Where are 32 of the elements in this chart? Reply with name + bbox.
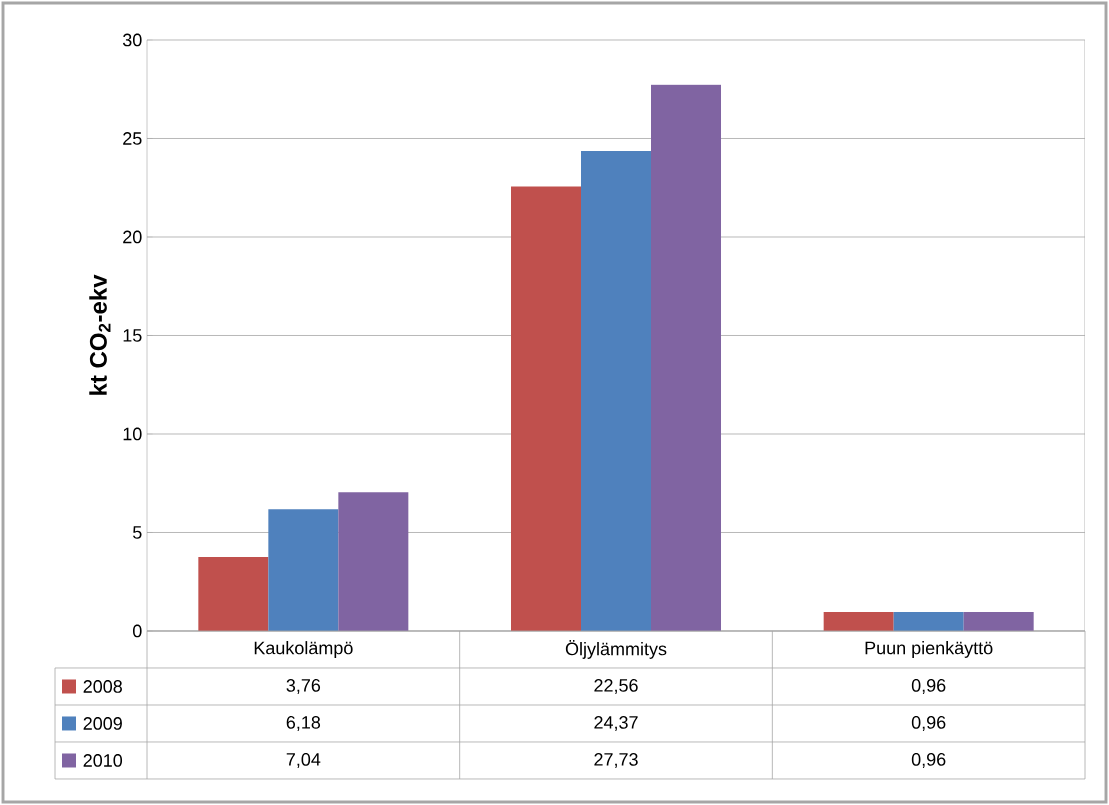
y-tick-label: 15 — [123, 329, 142, 342]
y-axis-title: kt CO$_{2}$-ekv — [89, 274, 111, 395]
data-label: 0,96 — [911, 679, 946, 694]
y-tick-label: 0 — [133, 624, 142, 638]
data-label: 27,73 — [594, 753, 638, 768]
legend-label: 2008 — [83, 680, 122, 693]
bar — [651, 84, 722, 631]
data-label: 0,96 — [911, 716, 946, 731]
y-tick-label: 10 — [123, 427, 142, 441]
data-label: 22,56 — [594, 679, 638, 694]
bar — [338, 492, 409, 631]
y-tick-label: 30 — [122, 33, 142, 47]
bar — [893, 612, 964, 631]
bar — [511, 186, 582, 631]
data-label: 0,96 — [911, 753, 946, 768]
bar — [823, 612, 894, 631]
bar — [198, 556, 269, 631]
y-tick-label: 20 — [123, 230, 142, 244]
legend-label: 2010 — [83, 754, 123, 767]
bar — [268, 509, 339, 631]
legend-label: 2009 — [83, 717, 122, 730]
data-label: 6,18 — [286, 716, 321, 731]
data-label: 3,76 — [286, 679, 321, 694]
x-tick-label: Kaukolämpö — [254, 641, 353, 658]
x-tick-label: Puun pienkäyttö — [865, 641, 993, 658]
bar — [963, 612, 1034, 631]
y-tick-label: 5 — [133, 526, 142, 539]
x-tick-label: Öljylämmitys — [565, 640, 667, 659]
bar — [581, 150, 652, 631]
data-label: 7,04 — [286, 753, 321, 768]
data-label: 24,37 — [594, 716, 638, 731]
y-tick-label: 25 — [123, 132, 142, 145]
